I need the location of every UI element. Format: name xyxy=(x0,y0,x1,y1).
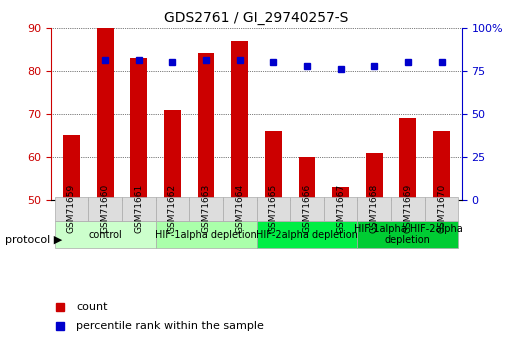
Text: HIF-1alpha HIF-2alpha
depletion: HIF-1alpha HIF-2alpha depletion xyxy=(353,224,462,245)
FancyBboxPatch shape xyxy=(223,197,256,221)
Bar xyxy=(198,53,214,200)
FancyBboxPatch shape xyxy=(55,197,88,221)
Title: GDS2761 / GI_29740257-S: GDS2761 / GI_29740257-S xyxy=(164,11,349,25)
FancyBboxPatch shape xyxy=(155,221,256,248)
Text: protocol ▶: protocol ▶ xyxy=(5,235,63,245)
Text: HIF-2alpha depletion: HIF-2alpha depletion xyxy=(256,230,358,239)
FancyBboxPatch shape xyxy=(88,197,122,221)
Bar xyxy=(231,41,248,200)
Bar xyxy=(299,157,315,200)
FancyBboxPatch shape xyxy=(55,221,155,248)
FancyBboxPatch shape xyxy=(189,197,223,221)
Text: GSM71660: GSM71660 xyxy=(101,184,110,233)
Bar xyxy=(97,28,113,200)
Text: GSM71659: GSM71659 xyxy=(67,184,76,233)
Text: GSM71670: GSM71670 xyxy=(437,184,446,233)
Bar xyxy=(130,58,147,200)
Text: control: control xyxy=(88,230,122,239)
Text: count: count xyxy=(76,302,107,312)
FancyBboxPatch shape xyxy=(256,197,290,221)
Text: GSM71669: GSM71669 xyxy=(403,184,412,233)
Bar xyxy=(265,131,282,200)
Text: HIF-1alpha depletion: HIF-1alpha depletion xyxy=(155,230,257,239)
FancyBboxPatch shape xyxy=(425,197,458,221)
FancyBboxPatch shape xyxy=(155,197,189,221)
FancyBboxPatch shape xyxy=(290,197,324,221)
Bar xyxy=(400,118,416,200)
Text: GSM71661: GSM71661 xyxy=(134,184,143,233)
Text: GSM71668: GSM71668 xyxy=(370,184,379,233)
Bar xyxy=(366,152,383,200)
Text: GSM71665: GSM71665 xyxy=(269,184,278,233)
FancyBboxPatch shape xyxy=(358,197,391,221)
Text: GSM71667: GSM71667 xyxy=(336,184,345,233)
Text: GSM71663: GSM71663 xyxy=(202,184,210,233)
FancyBboxPatch shape xyxy=(358,221,458,248)
Text: GSM71666: GSM71666 xyxy=(303,184,311,233)
Bar xyxy=(332,187,349,200)
Bar xyxy=(164,110,181,200)
FancyBboxPatch shape xyxy=(391,197,425,221)
Text: GSM71664: GSM71664 xyxy=(235,184,244,233)
Text: GSM71662: GSM71662 xyxy=(168,184,177,233)
Bar xyxy=(433,131,450,200)
FancyBboxPatch shape xyxy=(256,221,358,248)
Text: percentile rank within the sample: percentile rank within the sample xyxy=(76,321,264,331)
Bar xyxy=(63,136,80,200)
FancyBboxPatch shape xyxy=(122,197,155,221)
FancyBboxPatch shape xyxy=(324,197,358,221)
